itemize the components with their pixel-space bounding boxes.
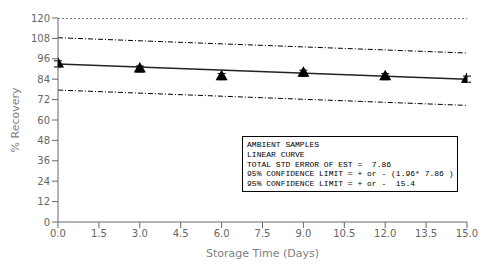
svg-text:1.5: 1.5 bbox=[91, 228, 107, 239]
svg-text:% Recovery: % Recovery bbox=[9, 87, 22, 152]
svg-text:3.0: 3.0 bbox=[132, 228, 148, 239]
svg-text:108: 108 bbox=[31, 33, 50, 44]
svg-text:24: 24 bbox=[37, 176, 50, 187]
svg-text:13.5: 13.5 bbox=[415, 228, 437, 239]
svg-text:36: 36 bbox=[37, 155, 50, 166]
svg-text:4.5: 4.5 bbox=[173, 228, 189, 239]
svg-text:15.0: 15.0 bbox=[456, 228, 478, 239]
svg-text:6.0: 6.0 bbox=[214, 228, 230, 239]
svg-text:60: 60 bbox=[37, 115, 50, 126]
svg-text:9.0: 9.0 bbox=[295, 228, 311, 239]
svg-text:0: 0 bbox=[44, 217, 50, 228]
svg-text:10.5: 10.5 bbox=[333, 228, 355, 239]
svg-text:0.0: 0.0 bbox=[50, 228, 66, 239]
html-text:AMBIENT SAMPLES LINEAR CURVE T: AMBIENT SAMPLES LINEAR CURVE TOTAL STD E… bbox=[247, 140, 454, 188]
svg-text:120: 120 bbox=[31, 13, 50, 24]
svg-text:12: 12 bbox=[37, 196, 50, 207]
svg-text:Storage Time (Days): Storage Time (Days) bbox=[206, 247, 319, 260]
svg-text:96: 96 bbox=[37, 53, 50, 64]
svg-text:48: 48 bbox=[37, 135, 50, 146]
svg-text:84: 84 bbox=[37, 74, 50, 85]
svg-text:7.5: 7.5 bbox=[255, 228, 271, 239]
svg-text:12.0: 12.0 bbox=[374, 228, 396, 239]
svg-text:72: 72 bbox=[37, 94, 50, 105]
